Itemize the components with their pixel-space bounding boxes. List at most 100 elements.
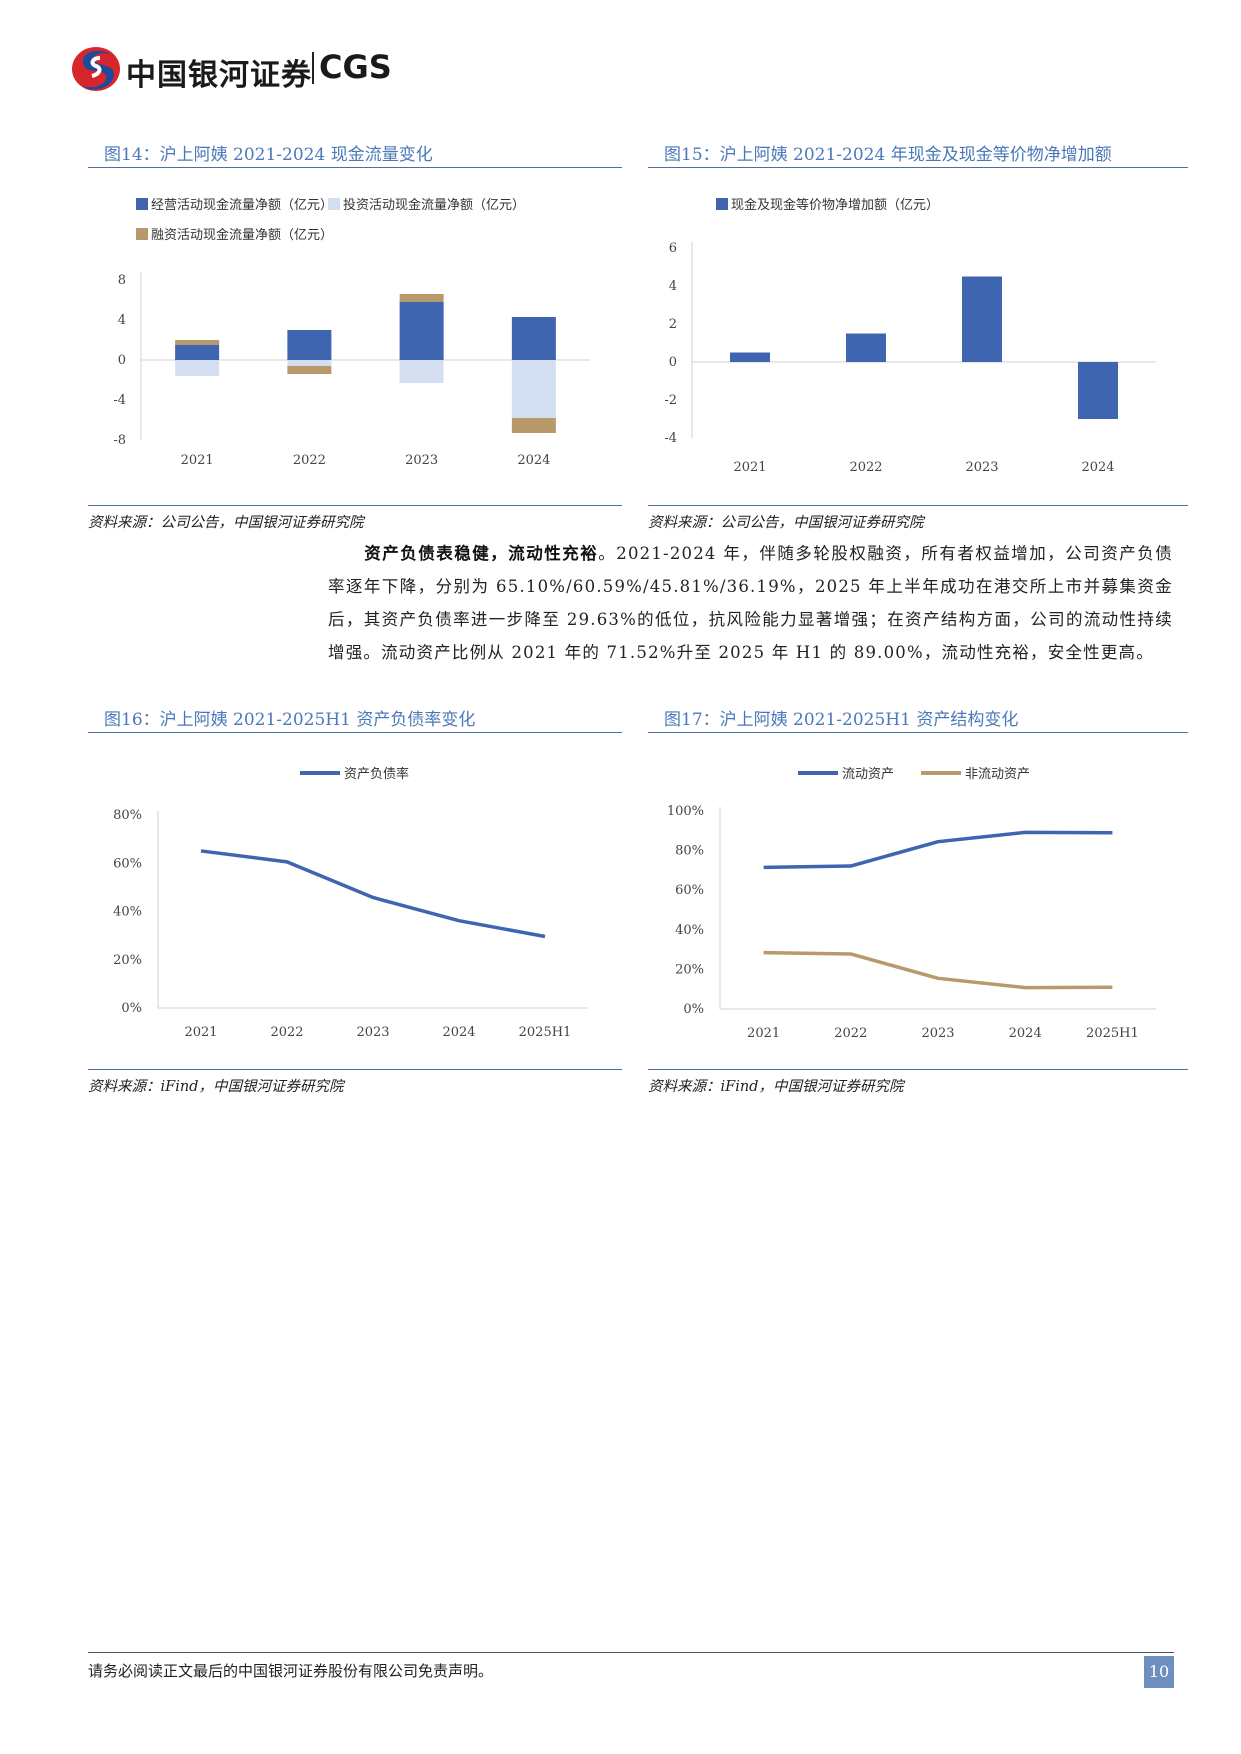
fig14-top-rule: [88, 167, 622, 168]
fig17-line-series-2: [763, 950, 1113, 990]
fig17-x-tick-2022: 2022: [834, 1026, 867, 1041]
fig15-chart: 现金及现金等价物净增加额（亿元） 6 4 2 0 -2 -4 2021 2022 2023 2024: [664, 197, 1156, 475]
fig16-chart: 资产负债率 80% 60% 40% 20% 0% 2021 2022 2023 2024 2025H…: [113, 766, 588, 1040]
fig15-y-tick-3: 2: [669, 317, 677, 332]
fig16-x-tick-2022: 2022: [270, 1025, 303, 1040]
fig14-legend-label-2: 投资活动现金流量净额（亿元）: [343, 197, 525, 213]
fig14-bar-2024-s2: [511, 360, 556, 418]
paragraph-body: 。2021-2024 年，伴随多轮股权融资，所有者权益增加，公司资产负债率逐年下…: [328, 544, 1173, 662]
fig15-x-tick-2024: 2024: [1081, 460, 1114, 475]
fig15-top-rule: [648, 167, 1188, 168]
fig14-bar-2023-s3: [399, 294, 444, 302]
fig16-line-series-1: [200, 849, 546, 939]
fig15-x-tick-2021: 2021: [733, 460, 766, 475]
body-paragraph: 资产负债表稳健，流动性充裕。2021-2024 年，伴随多轮股权融资，所有者权益…: [328, 537, 1173, 669]
fig15-title: 图15：沪上阿姨 2021-2024 年现金及现金等价物净增加额: [664, 145, 1112, 165]
fig15-y-tick-6: -4: [664, 431, 677, 446]
fig15-y-tick-1: 6: [669, 241, 677, 256]
fig16-x-tick-2024: 2024: [442, 1025, 475, 1040]
fig14-x-tick-2023: 2023: [405, 453, 438, 468]
fig14-bar-2023-s1: [399, 302, 444, 360]
fig16-y-tick-2: 60%: [113, 856, 142, 871]
fig17-y-tick-3: 60%: [675, 883, 704, 898]
fig17-x-tick-2025H1: 2025H1: [1086, 1026, 1139, 1041]
fig15-y-tick-5: -2: [664, 393, 677, 408]
fig16-y-tick-5: 0%: [121, 1001, 142, 1016]
fig14-bar-2021-s1: [175, 345, 220, 360]
fig17-title: 图17：沪上阿姨 2021-2025H1 资产结构变化: [664, 710, 1019, 730]
fig17-chart: 流动资产 非流动资产 100% 80% 60% 40% 20% 0% 2021 2022 2023 2…: [667, 767, 1156, 1041]
footer-rule: [88, 1652, 1174, 1653]
brand-name-en: CGS: [319, 48, 392, 86]
fig14-bar-2021-s3: [175, 340, 220, 345]
fig17-legend-label-1: 流动资产: [842, 767, 894, 782]
fig14-legend-swatch-2: [328, 198, 340, 210]
fig14-y-tick-3: 0: [118, 353, 126, 368]
fig17-source: 资料来源：iFind，中国银河证券研究院: [648, 1079, 904, 1095]
fig16-x-tick-2021: 2021: [184, 1025, 217, 1040]
fig14-bar-2022-s3: [287, 366, 332, 374]
fig15-bottom-rule: [648, 505, 1188, 506]
fig17-x-tick-2021: 2021: [747, 1026, 780, 1041]
cgs-logo-icon: [72, 47, 120, 91]
fig15-x-tick-2022: 2022: [849, 460, 882, 475]
footer-disclaimer: 请务必阅读正文最后的中国银河证券股份有限公司免责声明。: [88, 1662, 494, 1680]
fig14-title: 图14：沪上阿姨 2021-2024 现金流量变化: [104, 145, 433, 165]
fig15-bar-2023: [962, 276, 1002, 362]
fig14-chart: 经营活动现金流量净额（亿元） 投资活动现金流量净额（亿元） 融资活动现金流量净额（亿…: [113, 197, 590, 468]
fig15-legend-label: 现金及现金等价物净增加额（亿元）: [731, 197, 939, 213]
fig14-legend-label-1: 经营活动现金流量净额（亿元）: [151, 197, 333, 213]
fig17-y-tick-4: 40%: [675, 923, 704, 938]
fig17-line-series-1: [763, 830, 1113, 870]
fig16-y-tick-3: 40%: [113, 905, 142, 920]
fig16-top-rule: [88, 732, 622, 733]
fig15-x-tick-2023: 2023: [965, 460, 998, 475]
fig17-bottom-rule: [648, 1069, 1188, 1070]
fig14-bar-2022-s2: [287, 360, 332, 366]
fig16-y-tick-4: 20%: [113, 953, 142, 968]
fig14-legend-label-3: 融资活动现金流量净额（亿元）: [151, 227, 333, 243]
fig17-legend-label-2: 非流动资产: [965, 767, 1030, 782]
brand-name-cn: 中国银河证券: [126, 58, 312, 93]
fig14-y-tick-2: 4: [118, 313, 126, 328]
fig14-y-tick-5: -8: [113, 433, 126, 448]
fig17-x-tick-2023: 2023: [921, 1026, 954, 1041]
fig14-bar-2024-s1: [511, 317, 556, 360]
fig14-bar-2024-s3: [511, 418, 556, 433]
fig15-bar-2021: [730, 352, 770, 362]
fig14-source: 资料来源：公司公告，中国银河证券研究院: [88, 515, 364, 531]
fig15-bar-2024: [1078, 362, 1118, 419]
fig14-legend-swatch-3: [136, 228, 148, 240]
fig14-x-tick-2024: 2024: [517, 453, 550, 468]
fig15-y-tick-4: 0: [669, 355, 677, 370]
fig16-x-tick-2025H1: 2025H1: [519, 1025, 572, 1040]
fig16-x-tick-2023: 2023: [356, 1025, 389, 1040]
fig16-title: 图16：沪上阿姨 2021-2025H1 资产负债率变化: [104, 710, 476, 730]
fig14-bar-2021-s2: [175, 360, 220, 376]
fig15-y-tick-2: 4: [669, 279, 677, 294]
fig17-y-tick-2: 80%: [675, 844, 704, 859]
fig14-bottom-rule: [88, 505, 622, 506]
fig14-x-tick-2021: 2021: [181, 453, 214, 468]
fig14-y-tick-1: 8: [118, 273, 126, 288]
fig16-bottom-rule: [88, 1069, 622, 1070]
fig16-source: 资料来源：iFind，中国银河证券研究院: [88, 1079, 344, 1095]
fig17-y-tick-1: 100%: [667, 804, 704, 819]
fig17-top-rule: [648, 732, 1188, 733]
fig15-legend-swatch: [716, 198, 728, 210]
fig15-source: 资料来源：公司公告，中国银河证券研究院: [648, 515, 924, 531]
fig16-legend-label-1: 资产负债率: [344, 766, 409, 782]
brand-divider: [312, 52, 314, 84]
fig17-y-tick-5: 20%: [675, 962, 704, 977]
fig14-bar-2022-s1: [287, 330, 332, 360]
fig16-y-tick-1: 80%: [113, 808, 142, 823]
fig15-bar-2022: [846, 333, 886, 362]
fig14-bar-2023-s2: [399, 360, 444, 383]
fig14-legend-swatch-1: [136, 198, 148, 210]
fig14-y-tick-4: -4: [113, 393, 126, 408]
paragraph-lead: 资产负债表稳健，流动性充裕: [364, 544, 599, 563]
fig14-x-tick-2022: 2022: [293, 453, 326, 468]
fig17-y-tick-6: 0%: [683, 1002, 704, 1017]
page-number: 10: [1144, 1656, 1174, 1688]
fig17-x-tick-2024: 2024: [1009, 1026, 1042, 1041]
